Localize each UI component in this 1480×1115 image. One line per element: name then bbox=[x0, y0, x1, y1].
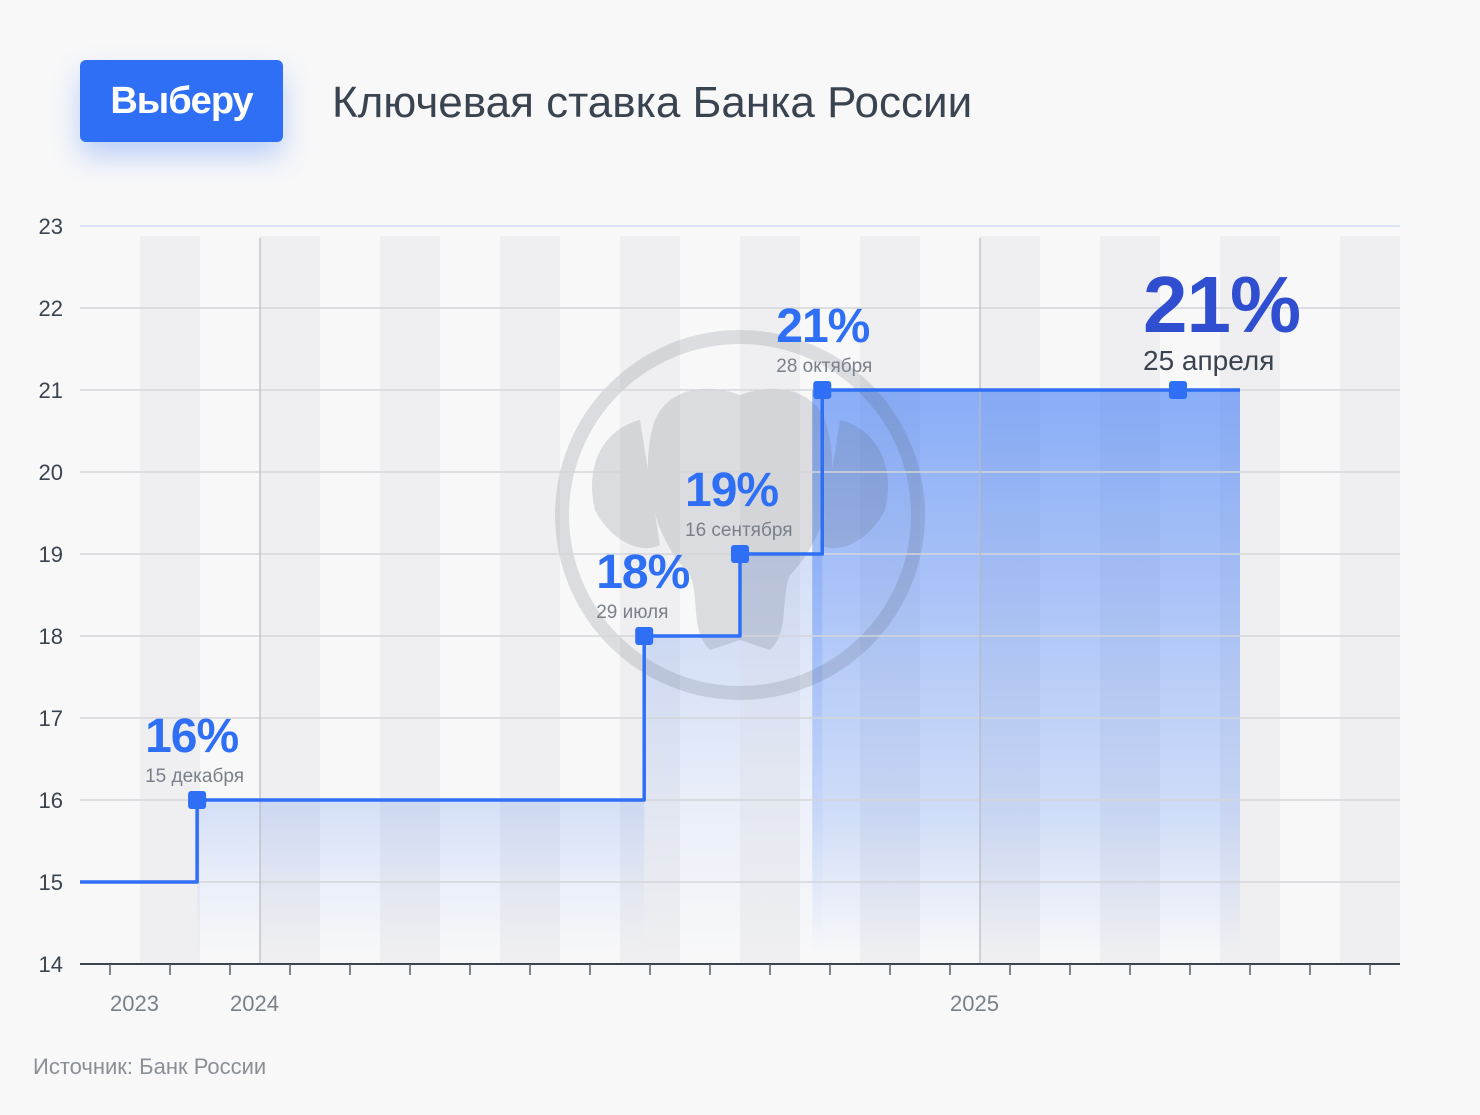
y-tick-label: 15 bbox=[39, 870, 63, 895]
x-tick-label: 2024 bbox=[230, 991, 279, 1016]
rate-point bbox=[1169, 381, 1187, 399]
rate-date-label: 25 апреля bbox=[1143, 345, 1274, 376]
rate-date-label: 28 октября bbox=[776, 356, 872, 377]
y-tick-label: 21 bbox=[39, 378, 63, 403]
x-tick-label: 2023 bbox=[110, 991, 159, 1016]
x-axis: 2023 2024 2025 bbox=[80, 963, 1400, 1016]
area-fill bbox=[812, 390, 1240, 954]
area-fill bbox=[197, 800, 645, 954]
y-tick-label: 19 bbox=[39, 542, 63, 567]
rate-date-label: 29 июля bbox=[596, 602, 668, 623]
brand-logo-text: Выберу bbox=[110, 79, 253, 122]
y-tick-label: 14 bbox=[39, 952, 63, 977]
rate-value-label: 16% bbox=[145, 710, 238, 763]
y-tick-label: 22 bbox=[39, 296, 63, 321]
y-axis: 14 15 16 17 18 19 20 21 22 23 bbox=[39, 214, 63, 977]
rate-point bbox=[813, 381, 832, 399]
page-title: Ключевая ставка Банка России bbox=[332, 78, 973, 127]
y-tick-label: 16 bbox=[39, 788, 63, 813]
month-band bbox=[1340, 236, 1400, 964]
y-tick-label: 17 bbox=[39, 706, 63, 731]
rate-line bbox=[80, 381, 1240, 884]
central-bank-emblem bbox=[555, 330, 925, 700]
rate-point bbox=[635, 627, 654, 645]
brand-logo: Выберу bbox=[80, 60, 283, 142]
rate-value-label: 19% bbox=[685, 464, 778, 517]
rate-date-label: 15 декабря bbox=[145, 766, 244, 787]
rate-value-label: 18% bbox=[596, 546, 689, 599]
rate-point bbox=[188, 791, 207, 809]
source-note: Источник: Банк России bbox=[33, 1054, 267, 1079]
rate-date-label: 16 сентября bbox=[685, 520, 793, 541]
area-fills bbox=[197, 390, 1240, 954]
rate-point bbox=[731, 545, 749, 563]
rate-labels: 16% 15 декабря 18% 29 июля 19% 16 сентября 21%… bbox=[145, 260, 1301, 787]
area-fill bbox=[644, 636, 740, 954]
rate-value-label: 21% bbox=[776, 300, 869, 353]
rate-value-label: 21% bbox=[1143, 260, 1300, 349]
y-tick-label: 18 bbox=[39, 624, 63, 649]
rate-step-line bbox=[80, 388, 1240, 884]
area-fill bbox=[740, 554, 823, 954]
y-tick-label: 20 bbox=[39, 460, 63, 485]
x-tick-label: 2025 bbox=[950, 991, 999, 1016]
month-band bbox=[140, 236, 200, 964]
y-tick-label: 23 bbox=[39, 214, 63, 239]
